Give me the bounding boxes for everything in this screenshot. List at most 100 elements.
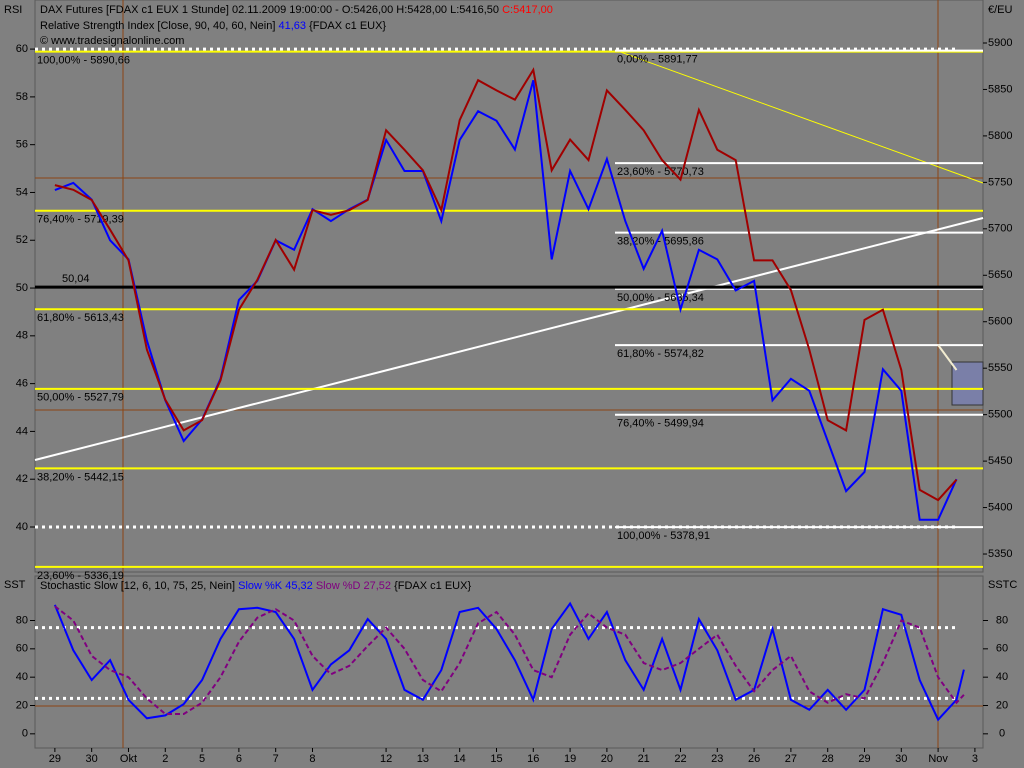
fib-label: 61,80% - 5613,43 — [37, 312, 124, 324]
y-tick-label: 56 — [16, 139, 28, 151]
y-tick-label: 60 — [16, 43, 28, 55]
fib-label: 38,20% - 5442,15 — [37, 471, 124, 483]
legend-entry: Slow %D — [316, 580, 361, 592]
y2-tick-label: 20 — [996, 699, 1008, 711]
fib-label: 50,00% - 5527,79 — [37, 392, 124, 404]
x-tick-label: 26 — [748, 753, 760, 765]
y-tick-label: 40 — [16, 671, 28, 683]
y-tick-label: 50 — [16, 282, 28, 294]
y2-tick-label: 5850 — [988, 83, 1012, 95]
upper-panel: 40 42 44 46 48 50 52 54 56 58 60 5350 5400 5450 5500 55… — [16, 37, 1013, 582]
fib-label: 38,20% - 5695,86 — [617, 236, 704, 248]
series-line — [54, 67, 958, 502]
fib-label: 0,00% - 5891,77 — [617, 54, 698, 66]
chart-title: DAX Futures [FDAX c1 EUX 1 Stunde] 02.11… — [40, 4, 499, 16]
y-tick-label: 60 — [16, 643, 28, 655]
legend-entry: Relative Strength Index [Close, 90, 40, … — [40, 20, 275, 32]
close-label: C:5417,00 — [502, 4, 553, 16]
fib-label: 100,00% - 5378,91 — [617, 530, 710, 542]
trend-line — [614, 49, 984, 184]
level-label: 50,04 — [62, 273, 90, 285]
x-tick-label: 14 — [454, 753, 466, 765]
x-tick-label: 5 — [199, 753, 205, 765]
y2-tick-label: 5750 — [988, 176, 1012, 188]
source: {FDAX c1 EUX} — [309, 20, 386, 32]
fib-label: 76,40% - 5499,94 — [617, 418, 704, 430]
y2-tick-label: 60 — [996, 643, 1008, 655]
series-line — [937, 344, 958, 371]
last-value-label: 27,52 — [364, 580, 392, 592]
last-value-label: 41,63 — [278, 20, 306, 32]
y-tick-label: 58 — [16, 91, 28, 103]
y2-axis-label: €/EU — [988, 4, 1013, 16]
y2-tick-label: 5450 — [988, 455, 1012, 467]
fib-label: 61,80% - 5574,82 — [617, 348, 704, 360]
x-tick-label: 30 — [86, 753, 98, 765]
x-tick-label: 8 — [309, 753, 315, 765]
y2-tick-label: 5500 — [988, 409, 1012, 421]
fib-label: 23,60% - 5770,73 — [617, 166, 704, 178]
copyright: © www.tradesignalonline.com — [40, 35, 184, 47]
y-axis-label: SST — [4, 579, 26, 591]
y2-tick-label: 5350 — [988, 548, 1012, 560]
x-tick-label: 6 — [236, 753, 242, 765]
y2-tick-label: 40 — [996, 671, 1008, 683]
y-tick-label: 80 — [16, 614, 28, 626]
y2-axis-label: SSTC — [988, 579, 1017, 591]
x-tick-label: 30 — [895, 753, 907, 765]
x-tick-label: 23 — [711, 753, 723, 765]
x-tick-label: 22 — [674, 753, 686, 765]
y2-tick-label: 5550 — [988, 362, 1012, 374]
series-line — [54, 605, 965, 715]
y-tick-label: 46 — [16, 378, 28, 390]
fib-label: 76,40% - 5719,39 — [37, 214, 124, 226]
y2-tick-label: 5900 — [988, 37, 1012, 49]
x-tick-label: 21 — [638, 753, 650, 765]
x-tick-label: 28 — [822, 753, 834, 765]
x-tick-label: 13 — [417, 753, 429, 765]
x-tick-label: Okt — [120, 753, 137, 765]
y-tick-label: 42 — [16, 473, 28, 485]
y2-tick-label: 5700 — [988, 223, 1012, 235]
lower-panel: 0 0 20 20 40 40 60 60 80 80 29 30 Okt 2 5 6 7 8 12 13 14 15 16… — [16, 601, 1008, 765]
last-value-label: 45,32 — [285, 580, 313, 592]
y2-tick-label: 5650 — [988, 269, 1012, 281]
x-tick-label: 7 — [273, 753, 279, 765]
y-tick-label: 44 — [16, 425, 28, 437]
x-tick-label: 19 — [564, 753, 576, 765]
chart-title: Stochastic Slow [12, 6, 10, 75, 25, Nein… — [40, 580, 235, 592]
x-tick-label: 3 — [972, 753, 978, 765]
y-tick-label: 40 — [16, 521, 28, 533]
legend-entry: Slow %K — [238, 580, 283, 592]
y-tick-label: 0 — [22, 728, 28, 740]
y2-tick-label: 5600 — [988, 316, 1012, 328]
x-tick-label: 12 — [380, 753, 392, 765]
fib-label: 100,00% - 5890,66 — [37, 55, 130, 67]
lower-frame — [34, 575, 984, 749]
x-tick-label: 29 — [858, 753, 870, 765]
y2-tick-label: 5800 — [988, 130, 1012, 142]
y-tick-label: 54 — [16, 186, 28, 198]
highlight-box — [951, 361, 984, 406]
source: {FDAX c1 EUX} — [394, 580, 471, 592]
y-tick-label: 52 — [16, 234, 28, 246]
x-tick-label: Nov — [928, 753, 948, 765]
x-tick-label: 16 — [527, 753, 539, 765]
series-line — [53, 601, 965, 722]
trend-line — [34, 217, 984, 461]
x-tick-label: 20 — [601, 753, 613, 765]
header-line: Stochastic Slow [12, 6, 10, 75, 25, Nein… — [40, 580, 471, 592]
header-line: DAX Futures [FDAX c1 EUX 1 Stunde] 02.11… — [40, 4, 553, 16]
x-tick-label: 2 — [162, 753, 168, 765]
y2-tick-label: 0 — [999, 728, 1005, 740]
fib-label: 50,00% - 5635,34 — [617, 292, 704, 304]
x-tick-label: 27 — [785, 753, 797, 765]
header-line: Relative Strength Index [Close, 90, 40, … — [40, 20, 386, 32]
x-tick-label: 29 — [49, 753, 61, 765]
y-tick-label: 20 — [16, 699, 28, 711]
y-tick-label: 48 — [16, 330, 28, 342]
x-tick-label: 15 — [490, 753, 502, 765]
